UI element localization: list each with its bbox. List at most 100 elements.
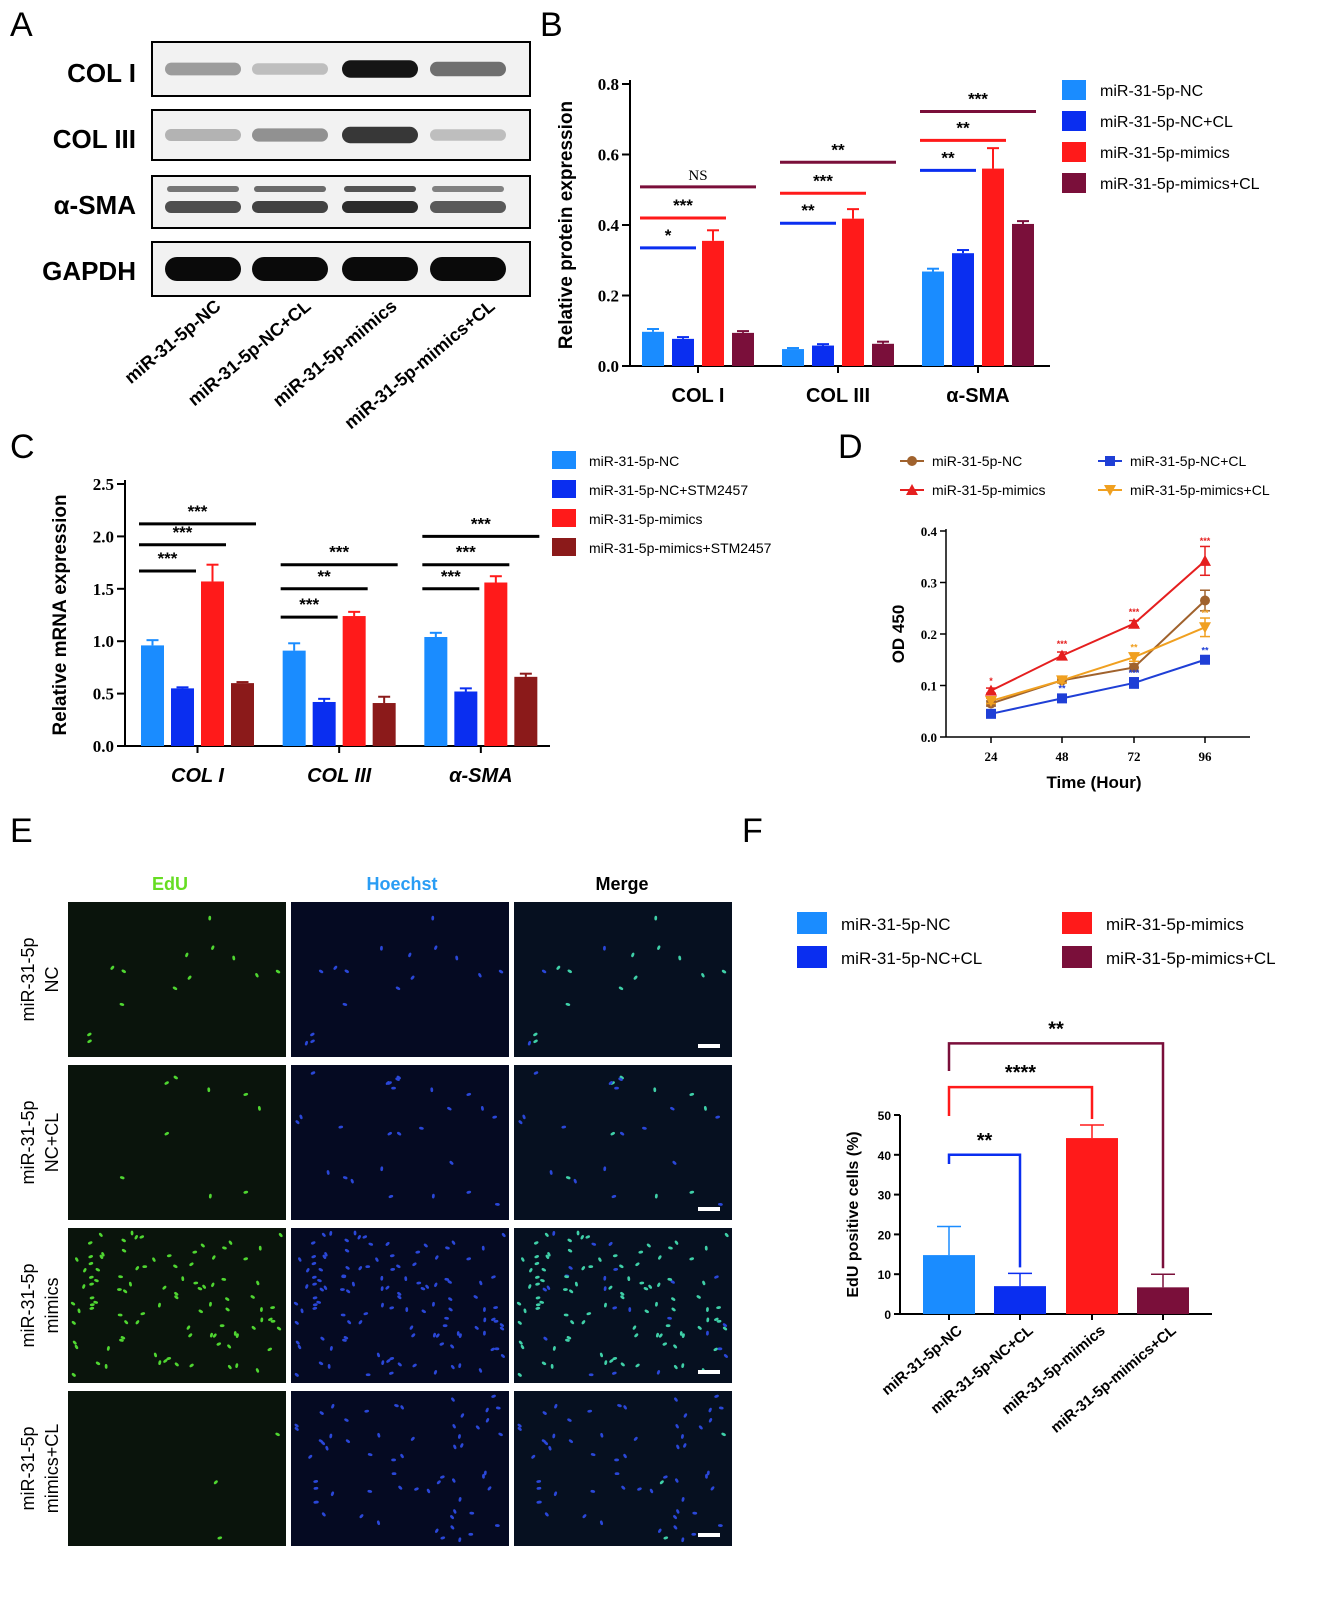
nucleus	[653, 1087, 657, 1093]
significance-label: ***	[813, 171, 833, 190]
bar	[982, 168, 1004, 366]
nucleus	[450, 1344, 455, 1349]
data-point	[985, 695, 997, 707]
nucleus	[323, 1285, 328, 1290]
blot-band	[165, 257, 241, 281]
nucleus	[433, 1370, 438, 1375]
nucleus	[590, 1453, 596, 1457]
nucleus	[235, 1333, 239, 1338]
nucleus	[721, 1432, 726, 1437]
nucleus	[702, 1280, 706, 1286]
nucleus	[528, 1284, 532, 1289]
micro-col-hoechst: Hoechst	[366, 874, 437, 894]
nucleus	[715, 1115, 721, 1119]
nucleus	[634, 1333, 639, 1338]
y-tick-label: 20	[878, 1228, 892, 1242]
nucleus	[569, 1289, 574, 1294]
nucleus	[219, 1324, 225, 1328]
nucleus	[697, 1326, 702, 1330]
significance-label: **	[1058, 684, 1066, 694]
nucleus	[495, 1406, 501, 1410]
nucleus	[212, 1255, 216, 1260]
data-point	[1057, 693, 1067, 704]
nucleus	[648, 1284, 652, 1289]
nucleus	[642, 1126, 647, 1130]
legend-label: miR-31-5p-mimics+CL	[1106, 949, 1276, 968]
nucleus	[620, 1131, 625, 1136]
nucleus	[312, 1306, 318, 1310]
significance-label: ***	[329, 543, 349, 562]
nucleus	[430, 1087, 434, 1093]
nucleus	[365, 1373, 371, 1377]
nucleus	[628, 1307, 632, 1312]
y-tick-label: 2.0	[93, 527, 114, 546]
nucleus	[344, 1238, 349, 1243]
legend-label: miR-31-5p-NC	[841, 915, 951, 934]
nucleus	[554, 1403, 558, 1409]
significance-label: NS	[688, 168, 707, 184]
nucleus	[614, 1458, 619, 1462]
nucleus	[639, 1281, 645, 1285]
nucleus	[714, 1394, 719, 1398]
panel-label-e: E	[10, 812, 33, 850]
nucleus	[321, 1512, 326, 1517]
nucleus	[135, 1266, 140, 1271]
nucleus	[89, 1303, 95, 1307]
nucleus	[87, 1032, 92, 1037]
legend-swatch	[1062, 946, 1092, 968]
nucleus	[312, 1296, 318, 1300]
blot-band	[430, 129, 506, 141]
nucleus	[620, 1291, 625, 1296]
nucleus	[553, 1491, 558, 1497]
nucleus	[535, 1275, 540, 1279]
nucleus	[716, 1306, 721, 1310]
scale-bar	[698, 1044, 720, 1048]
nucleus	[716, 1319, 722, 1323]
nucleus	[388, 1194, 394, 1199]
nucleus	[635, 1262, 640, 1267]
nucleus	[549, 1170, 553, 1175]
nucleus	[495, 1202, 500, 1206]
nucleus	[222, 1246, 227, 1250]
nucleus	[683, 1413, 688, 1418]
nucleus	[333, 965, 338, 970]
nucleus	[313, 1500, 319, 1504]
nucleus	[256, 1280, 260, 1286]
micro-image	[68, 1228, 286, 1383]
nucleus	[134, 1235, 138, 1240]
nucleus	[376, 1352, 380, 1358]
bar	[872, 343, 894, 366]
nucleus	[225, 1297, 230, 1301]
nucleus	[535, 1282, 540, 1286]
significance-label: ***	[1057, 639, 1068, 649]
nucleus	[529, 1268, 533, 1273]
nucleus	[217, 1536, 223, 1540]
nucleus	[681, 1497, 685, 1502]
nucleus	[213, 1480, 218, 1485]
nucleus	[275, 1432, 280, 1437]
nucleus	[409, 1325, 414, 1330]
nucleus	[670, 1106, 675, 1111]
blot-band	[252, 201, 328, 213]
data-point	[1199, 622, 1211, 634]
nucleus	[325, 1445, 329, 1451]
nucleus	[574, 1281, 578, 1287]
nucleus	[638, 1250, 644, 1254]
nucleus	[124, 1320, 129, 1325]
nucleus	[386, 1359, 391, 1363]
nucleus	[521, 1257, 525, 1262]
nucleus	[654, 915, 658, 921]
legend-swatch	[797, 946, 827, 968]
nucleus	[89, 1282, 94, 1286]
nucleus	[320, 1336, 325, 1341]
significance-label: **	[801, 201, 815, 220]
nucleus	[434, 1282, 438, 1288]
nucleus	[567, 1238, 572, 1243]
nucleus	[568, 1266, 573, 1270]
nucleus	[722, 1326, 728, 1331]
nucleus	[267, 1347, 272, 1352]
nucleus	[612, 1371, 617, 1375]
nucleus	[451, 1240, 456, 1245]
nucleus	[608, 1241, 613, 1246]
nucleus	[98, 1232, 103, 1237]
